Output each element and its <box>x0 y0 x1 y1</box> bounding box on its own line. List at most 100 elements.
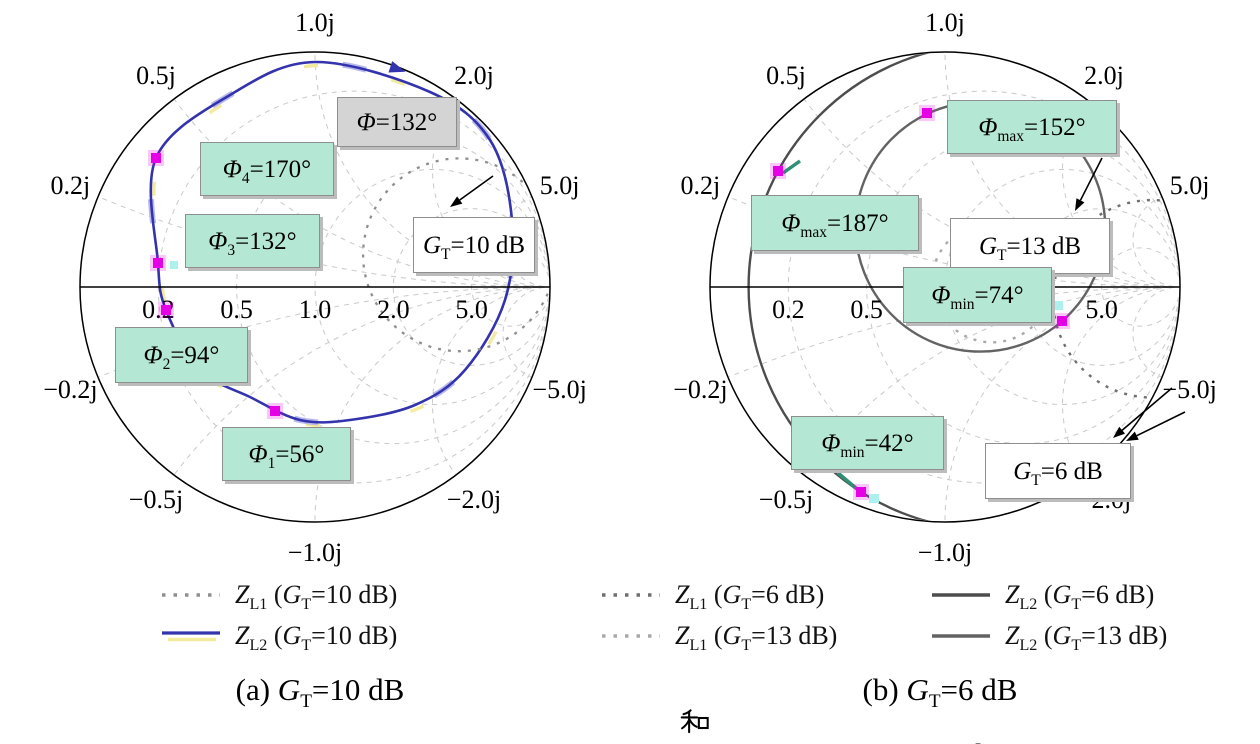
reactance-tick-label: 0.2j <box>681 171 721 200</box>
reactance-tick-label: 1.0j <box>925 8 965 37</box>
legend-zl1-gt6-label: ZL1 (GT=6 dB) <box>675 580 825 614</box>
legend-zl1-gt13-swatch <box>600 627 662 645</box>
legend-zl2-gt13: ZL2 (GT=13 dB) <box>930 621 1168 655</box>
resistance-tick-label: 5.0 <box>1085 295 1118 324</box>
legend-zl2-gt10: ZL2 (GT=10 dB) <box>160 621 398 655</box>
resistance-tick-label: 1.0 <box>299 295 332 324</box>
phase-marker <box>856 487 866 497</box>
annotation-phi4-label: Φ4=170° <box>222 155 312 187</box>
reactance-tick-label: 0.5j <box>766 61 806 90</box>
reactance-tick-label: −1.0j <box>918 538 972 567</box>
legend-zl1-gt10-label: ZL1 (GT=10 dB) <box>235 580 398 614</box>
legend-line-dotted-icon <box>602 634 660 638</box>
curve-direction-arrow-icon <box>388 61 406 73</box>
cjk-he-glyph <box>680 709 709 734</box>
curve-accent-fragment <box>170 261 178 269</box>
legend-zl2-gt10-swatch <box>160 627 222 645</box>
phase-marker <box>153 258 163 268</box>
phase-marker <box>270 406 280 416</box>
reactance-tick-label: −2.0j <box>447 485 501 514</box>
smith-chart-a: 0.2 0.5 1.0 2.0 5.00.2j−0.2j0.5j−0.5j1.0j−1.… <box>43 8 587 567</box>
phase-marker <box>922 108 932 118</box>
legend-line-dotted-icon <box>162 593 220 597</box>
legend-zl2-gt10-label: ZL2 (GT=10 dB) <box>235 621 398 655</box>
annotation-phimax-187-label: Φmax=187° <box>781 209 889 241</box>
annotation-phimax-152: Φmax=152° <box>947 100 1117 154</box>
smith-charts-canvas: 0.2 0.5 1.0 2.0 5.0 0.2j −0.2j 0.5j −0.5j 1.0j −1.… <box>43 8 1217 567</box>
legend-zl1-gt10: ZL1 (GT=10 dB) <box>160 580 398 614</box>
curve-accent-fragment <box>869 494 879 503</box>
phase-marker <box>773 166 783 176</box>
reactance-tick-label: −0.2j <box>673 375 727 404</box>
annotation-arrow <box>1079 157 1103 201</box>
reactance-tick-label: 1.0j <box>295 8 335 37</box>
legend-zl2-gt13-label: ZL2 (GT=13 dB) <box>1005 621 1168 655</box>
annotation-gt10: GT=10 dB <box>413 217 535 273</box>
legend-zl1-gt13-label: ZL1 (GT=13 dB) <box>675 621 838 655</box>
resistance-tick-label: 0.2 <box>772 295 805 324</box>
annotation-arrowhead-icon <box>1113 426 1126 438</box>
legend-zl1-gt6: ZL1 (GT=6 dB) <box>600 580 825 614</box>
legend-zl1-gt13: ZL1 (GT=13 dB) <box>600 621 838 655</box>
phase-marker <box>1057 316 1067 326</box>
reactance-tick-label: 0.2j <box>51 171 91 200</box>
annotation-phimin-74-label: Φmin=74° <box>931 281 1024 313</box>
annotation-arrow <box>459 175 494 201</box>
annotation-arrow <box>1136 411 1186 437</box>
annotation-arrowhead-icon <box>1126 431 1139 441</box>
annotation-phimin-42: Φmin=42° <box>791 416 944 470</box>
legend-zl1-gt6-swatch <box>600 586 662 604</box>
curve-accent-fragment <box>836 471 859 491</box>
resistance-tick-label: 0.5 <box>850 295 883 324</box>
legend-line-solid-icon <box>932 593 990 597</box>
legend-zl1-gt10-swatch <box>160 586 222 604</box>
caption-a: (a) GT=10 dB <box>235 672 405 713</box>
annotation-phimin-74: Φmin=74° <box>903 267 1052 323</box>
annotation-gt13-label: GT=13 dB <box>978 232 1082 264</box>
annotation-gt13: GT=13 dB <box>950 218 1110 274</box>
reactance-tick-label: −1.0j <box>288 538 342 567</box>
annotation-phi1-label: Φ1=56° <box>248 440 325 472</box>
legend-zl2-gt6-swatch <box>930 586 992 604</box>
annotation-arrowhead-icon <box>450 196 463 207</box>
annotation-phi3-label: Φ3=132° <box>208 227 297 259</box>
curve-zl2-gt10-accent <box>152 63 518 428</box>
legend-zl2-gt13-swatch <box>930 627 992 645</box>
legend-line-solid-accent-icon <box>162 631 220 642</box>
legend-zl2-gt6-label: ZL2 (GT=6 dB) <box>1005 580 1155 614</box>
resistance-tick-label: 2.0 <box>377 295 410 324</box>
reactance-tick-label: −0.5j <box>759 485 813 514</box>
resistance-tick-label: 5.0 <box>455 295 488 324</box>
reactance-tick-label: 2.0j <box>1084 61 1124 90</box>
phase-marker <box>151 153 161 163</box>
annotation-phi3: Φ3=132° <box>185 214 320 268</box>
resistance-tick-label: 0.5 <box>220 295 253 324</box>
curve-zl1-gt10 <box>361 157 549 353</box>
unit-circle <box>709 51 1181 523</box>
annotation-phimax-152-label: Φmax=152° <box>978 113 1086 145</box>
annotation-arrowhead-icon <box>1075 198 1085 211</box>
legend-zl2-gt6: ZL2 (GT=6 dB) <box>930 580 1155 614</box>
annotation-gt10-label: GT=10 dB <box>422 231 526 263</box>
annotation-phi-132: Φ=132° <box>337 97 457 147</box>
annotation-phi2-label: Φ2=94° <box>143 341 220 373</box>
phase-marker <box>161 305 171 315</box>
annotation-phi1: Φ1=56° <box>222 427 351 481</box>
annotation-gt6-label: GT=6 dB <box>1013 457 1103 489</box>
annotation-phimax-187: Φmax=187° <box>751 195 919 251</box>
reactance-tick-label: 5.0j <box>540 171 580 200</box>
reactance-tick-label: −0.5j <box>129 485 183 514</box>
annotation-phi2: Φ2=94° <box>115 327 248 383</box>
curve-accent-fragment <box>781 159 802 175</box>
reactance-tick-label: 2.0j <box>454 61 494 90</box>
reactance-tick-label: 0.5j <box>136 61 176 90</box>
annotation-phi4: Φ4=170° <box>200 142 334 196</box>
reactance-tick-label: −0.2j <box>43 375 97 404</box>
curve-accent-fragment <box>1053 301 1063 310</box>
annotation-phi-132-label: Φ=132° <box>356 108 438 136</box>
reactance-tick-label: −5.0j <box>532 375 586 404</box>
legend-line-solid-icon <box>932 634 990 638</box>
unit-circle <box>79 51 551 523</box>
legend-line-dotted-icon <box>602 593 660 597</box>
